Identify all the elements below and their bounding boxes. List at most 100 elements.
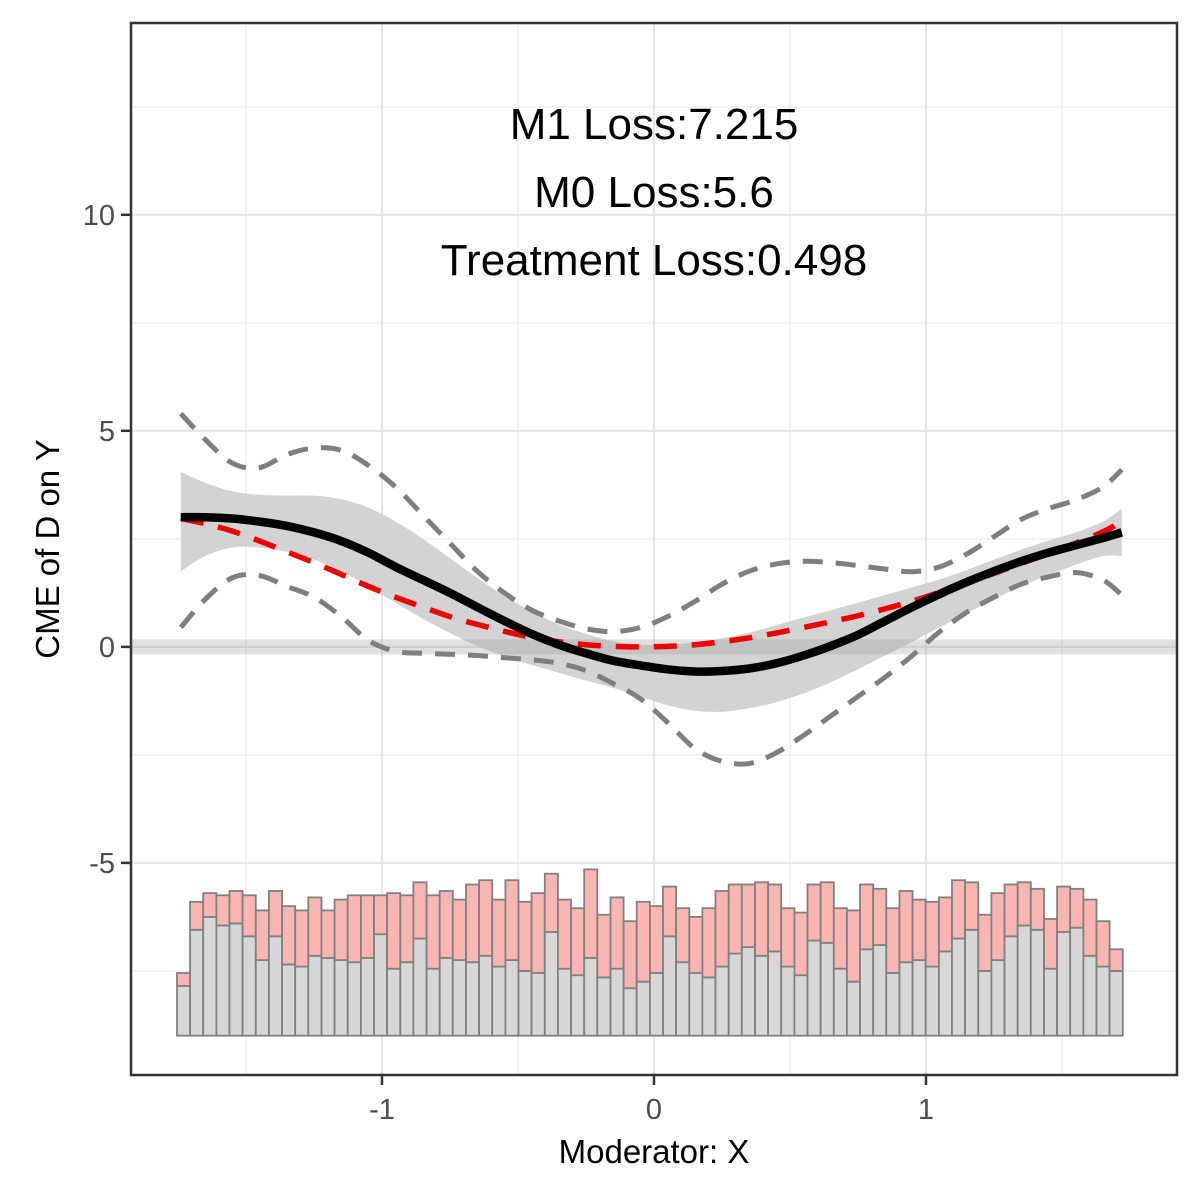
hist-bar-treated bbox=[911, 898, 927, 961]
hist-bar-control bbox=[1056, 931, 1072, 1037]
hist-bar-treated bbox=[885, 907, 901, 974]
x-axis-title: Moderator: X bbox=[558, 1133, 750, 1170]
hist-bar-control bbox=[491, 965, 507, 1037]
hist-bar-control bbox=[359, 957, 375, 1037]
hist-bar-treated bbox=[990, 892, 1006, 961]
hist-bar-treated bbox=[254, 909, 270, 962]
hist-bar-control bbox=[583, 957, 599, 1037]
hist-bar-treated bbox=[425, 894, 441, 970]
hist-bar-control bbox=[215, 924, 231, 1037]
hist-bar-control bbox=[320, 957, 336, 1037]
hist-bar-control bbox=[701, 976, 717, 1037]
hist-bar-control bbox=[557, 967, 572, 1037]
hist-bar-control bbox=[478, 954, 494, 1037]
hist-bar-treated bbox=[609, 896, 625, 970]
hist-bar-control bbox=[622, 987, 638, 1037]
hist-bar-control bbox=[425, 967, 441, 1037]
x-tick-label: 1 bbox=[918, 1094, 934, 1126]
hist-bar-treated bbox=[504, 879, 520, 962]
y-tick-label: 5 bbox=[99, 416, 115, 448]
hist-bar-treated bbox=[202, 892, 218, 918]
hist-bar-control bbox=[977, 970, 993, 1037]
hist-bar-control bbox=[832, 967, 848, 1037]
hist-bar-treated bbox=[530, 892, 546, 974]
hist-bar-control bbox=[543, 931, 559, 1037]
hist-bar-treated bbox=[859, 883, 875, 951]
hist-bar-control bbox=[530, 972, 546, 1037]
hist-bar-control bbox=[1003, 935, 1019, 1037]
hist-bar-treated bbox=[307, 896, 323, 957]
hist-bar-treated bbox=[727, 883, 743, 955]
hist-bar-control bbox=[859, 948, 875, 1037]
kernel-estimate-line bbox=[180, 512, 1123, 676]
annotation-m0-loss: M0 Loss:5.6 bbox=[534, 168, 774, 217]
hist-bar-treated bbox=[964, 881, 980, 931]
hist-bar-treated bbox=[1056, 885, 1072, 933]
hist-bar-control bbox=[609, 967, 625, 1037]
hist-bar-treated bbox=[386, 892, 402, 970]
hist-bar-control bbox=[675, 961, 691, 1037]
hist-bar-control bbox=[662, 935, 678, 1037]
hist-bar-treated bbox=[320, 909, 336, 959]
hist-bar-control bbox=[727, 952, 743, 1037]
hist-bar-treated bbox=[570, 907, 586, 977]
hist-bar-control bbox=[596, 976, 612, 1037]
hist-bar-control bbox=[964, 928, 980, 1037]
hist-bar-control bbox=[386, 967, 402, 1037]
hist-bar-control bbox=[767, 950, 783, 1037]
hist-bar-control bbox=[688, 972, 704, 1037]
hist-bar-treated bbox=[176, 972, 192, 987]
hist-bar-treated bbox=[622, 920, 638, 990]
hist-bar-control bbox=[267, 935, 283, 1037]
hist-bar-control bbox=[793, 974, 809, 1037]
hist-bar-control bbox=[780, 965, 796, 1037]
hist-bar-treated bbox=[1016, 881, 1032, 927]
hist-bar-treated bbox=[714, 890, 730, 968]
hist-bar-treated bbox=[517, 900, 533, 972]
hist-bar-treated bbox=[359, 894, 375, 959]
hist-bar-treated bbox=[451, 898, 467, 961]
hist-bar-treated bbox=[819, 881, 835, 944]
hist-bar-treated bbox=[938, 896, 953, 953]
hist-bar-control bbox=[294, 965, 310, 1037]
hist-bar-control bbox=[189, 928, 205, 1037]
x-tick-label: -1 bbox=[369, 1094, 395, 1126]
hist-bar-control bbox=[635, 980, 651, 1037]
hist-bar-treated bbox=[740, 883, 756, 948]
hist-bar-control bbox=[898, 961, 914, 1037]
hist-bar-control bbox=[990, 959, 1006, 1037]
hist-bar-control bbox=[412, 937, 428, 1037]
hist-bar-control bbox=[1108, 970, 1124, 1037]
panel-border bbox=[129, 21, 1179, 1077]
hist-bar-control bbox=[281, 963, 297, 1037]
hist-bar-treated bbox=[478, 879, 494, 957]
ci-lower-line bbox=[178, 569, 1124, 767]
hist-bar-treated bbox=[1003, 883, 1019, 938]
hist-bar-treated bbox=[767, 883, 783, 953]
hist-bar-treated bbox=[1069, 887, 1085, 929]
hist-bar-control bbox=[846, 980, 861, 1037]
hist-bar-control bbox=[1043, 967, 1059, 1037]
hist-bar-control bbox=[517, 970, 533, 1037]
hist-bar-treated bbox=[924, 900, 940, 968]
hist-bar-treated bbox=[596, 913, 612, 979]
hist-bar-treated bbox=[832, 907, 848, 970]
hist-bar-control bbox=[911, 959, 927, 1037]
hist-bar-control bbox=[1029, 928, 1045, 1037]
hist-bar-control bbox=[399, 961, 415, 1037]
hist-bar-treated bbox=[215, 894, 231, 927]
hist-bar-treated bbox=[333, 898, 349, 961]
hist-bar-control bbox=[451, 959, 467, 1037]
hist-bar-control bbox=[1082, 954, 1098, 1037]
hist-bar-control bbox=[714, 965, 730, 1037]
hist-bar-treated bbox=[977, 913, 993, 972]
hist-bar-treated bbox=[754, 881, 770, 957]
hist-bar-treated bbox=[1043, 918, 1059, 970]
y-tick-label: -5 bbox=[89, 848, 115, 880]
hist-bar-control bbox=[202, 916, 218, 1037]
hist-bar-control bbox=[570, 974, 586, 1037]
hist-bar-control bbox=[924, 965, 940, 1037]
hist-bar-control bbox=[806, 939, 822, 1037]
hist-bar-treated bbox=[438, 890, 454, 959]
